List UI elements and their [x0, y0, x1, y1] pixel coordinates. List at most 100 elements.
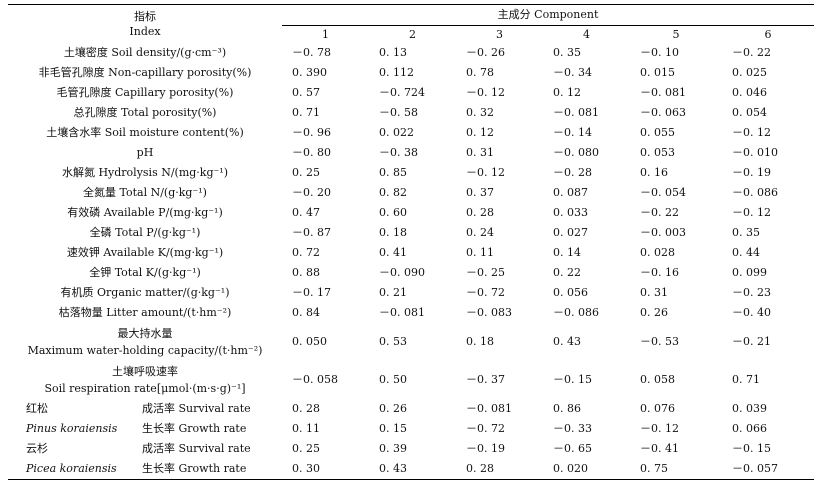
loading-value: －0. 081: [553, 106, 599, 119]
loading-value: 0. 21: [379, 286, 407, 299]
loading-value: －0. 26: [466, 46, 505, 59]
table-row: 有机质 Organic matter/(g·kg⁻¹) －0. 17 0. 21 －0…: [8, 283, 814, 303]
loading-value: －0. 21: [732, 335, 771, 348]
loading-value: 0. 41: [379, 246, 407, 259]
loading-value: －0. 010: [732, 146, 778, 159]
metric-label: 成活率 Survival rate: [142, 442, 251, 455]
loading-value: －0. 090: [379, 266, 425, 279]
loading-value: －0. 22: [732, 46, 771, 59]
loading-value: 0. 28: [292, 402, 320, 415]
table-row: 全钾 Total K/(g·kg⁻¹) 0. 88 －0. 090 －0. 25 0. …: [8, 263, 814, 283]
header-row-numbers: 1 2 3 4 5 6: [8, 26, 814, 44]
loading-value: 0. 11: [466, 246, 494, 259]
species-name-latin: Picea koraiensis: [26, 462, 117, 475]
loading-value: －0. 058: [292, 373, 338, 386]
loading-value: 0. 50: [379, 373, 407, 386]
loading-value: 0. 72: [292, 246, 320, 259]
loading-value: 0. 31: [640, 286, 668, 299]
loading-value: 0. 26: [640, 306, 668, 319]
indicator-label: pH: [136, 146, 154, 159]
header-row-component: 指标 Index 主成分 Component: [8, 4, 815, 43]
loading-value: －0. 80: [292, 146, 331, 159]
loading-value: －0. 33: [553, 422, 592, 435]
table-row: 毛管孔隙度 Capillary porosity(%) 0. 57 －0. 724 －…: [8, 83, 814, 103]
loading-value: 0. 75: [630, 459, 722, 480]
loading-value: －0. 53: [640, 335, 679, 348]
loading-value: －0. 12: [732, 126, 771, 139]
loading-value: －0. 78: [292, 46, 331, 59]
loading-value: 0. 022: [379, 126, 414, 139]
loading-value: －0. 19: [466, 442, 505, 455]
table-row: 最大持水量 Maximum water-holding capacity/(t·h…: [8, 323, 814, 361]
table-row: 全氮量 Total N/(g·kg⁻¹) －0. 20 0. 82 0. 37 0. 0…: [8, 183, 814, 203]
table-row: 枯落物量 Litter amount/(t·hm⁻²) 0. 84 －0. 081 －…: [8, 303, 814, 323]
loading-value: 0. 050: [292, 335, 327, 348]
loading-value: 0. 055: [640, 126, 675, 139]
loading-value: 0. 033: [553, 206, 588, 219]
loading-value: 0. 32: [466, 106, 494, 119]
loading-value: －0. 72: [466, 422, 505, 435]
loading-value: 0. 85: [379, 166, 407, 179]
loading-value: －0. 38: [379, 146, 418, 159]
table-body: 土壤密度 Soil density/(g·cm⁻³) －0. 78 0. 13 －0.…: [8, 43, 815, 480]
loading-value: 0. 25: [292, 166, 320, 179]
loading-value: 0. 78: [466, 66, 494, 79]
table-row: 水解氮 Hydrolysis N/(mg·kg⁻¹) 0. 25 0. 85 －0. …: [8, 163, 814, 183]
loading-value: 0. 076: [640, 402, 675, 415]
indicator-label: 枯落物量 Litter amount/(t·hm⁻²): [58, 306, 232, 319]
loading-value: 0. 028: [640, 246, 675, 259]
index-header-en: Index: [129, 25, 161, 38]
loading-value: －0. 14: [553, 126, 592, 139]
loading-value: －0. 23: [732, 286, 771, 299]
loading-value: 0. 31: [466, 146, 494, 159]
loading-value: －0. 724: [379, 86, 425, 99]
table-row: 云杉 成活率 Survival rate 0. 25 0. 39 －0. 19 －0. 6…: [8, 439, 814, 459]
loading-value: －0. 17: [292, 286, 331, 299]
table-row: 土壤呼吸速率 Soil respiration rate[μmol·(m·s·g)…: [8, 361, 814, 399]
loading-value: 0. 054: [732, 106, 767, 119]
loading-value: 0. 43: [369, 459, 456, 480]
loading-value: 0. 44: [732, 246, 760, 259]
table-row: 有效磷 Available P/(mg·kg⁻¹) 0. 47 0. 60 0. 28…: [8, 203, 814, 223]
loading-value: 0. 14: [553, 246, 581, 259]
loading-value: 0. 025: [732, 66, 767, 79]
species-name-cell: Pinus koraiensis: [8, 419, 126, 439]
component-loadings-table: 指标 Index 主成分 Component 1 2 3 4 5 6 土壤密度 …: [8, 4, 815, 480]
indicator-label: 总孔隙度 Total porosity(%): [73, 106, 217, 119]
loading-value: －0. 12: [466, 86, 505, 99]
loading-value: －0. 40: [732, 306, 771, 319]
table-row: Picea koraiensis 生长率 Growth rate 0. 30 0. 4…: [8, 459, 815, 480]
loading-value: 0. 056: [553, 286, 588, 299]
table-row: pH －0. 80 －0. 38 0. 31 －0. 080 0. 053 －0. 010: [8, 143, 814, 163]
loading-value: －0. 37: [466, 373, 505, 386]
indicator-label: 土壤含水率 Soil moisture content(%): [46, 126, 244, 139]
indicator-label: 全钾 Total K/(g·kg⁻¹): [89, 266, 201, 279]
loading-value: 0. 39: [379, 442, 407, 455]
loading-value: 0. 71: [292, 106, 320, 119]
loading-value: 0. 112: [379, 66, 414, 79]
indicator-label: 毛管孔隙度 Capillary porosity(%): [56, 86, 234, 99]
table-row: 土壤密度 Soil density/(g·cm⁻³) －0. 78 0. 13 －0.…: [8, 43, 814, 63]
loading-value: 0. 18: [379, 226, 407, 239]
loading-value: 0. 020: [543, 459, 630, 480]
loading-value: 0. 26: [379, 402, 407, 415]
loading-value: －0. 083: [466, 306, 512, 319]
loading-value: －0. 96: [292, 126, 331, 139]
loading-value: 0. 11: [292, 422, 320, 435]
loading-value: 0. 18: [466, 335, 494, 348]
loading-value: 0. 15: [379, 422, 407, 435]
loading-value: －0. 12: [732, 206, 771, 219]
loading-value: －0. 086: [732, 186, 778, 199]
loading-value: 0. 37: [466, 186, 494, 199]
indicator-label: 全磷 Total P/(g·kg⁻¹): [89, 226, 201, 239]
loading-value: －0. 15: [732, 442, 771, 455]
indicator-label-en: Maximum water-holding capacity/(t·hm⁻²): [27, 344, 263, 357]
loading-value: －0. 41: [640, 442, 679, 455]
loading-value: 0. 12: [466, 126, 494, 139]
species-name-cell: Picea koraiensis: [8, 459, 126, 480]
loading-value: 0. 046: [732, 86, 767, 99]
component-header: 主成分 Component: [282, 4, 815, 26]
indicator-label-cn: 土壤呼吸速率: [112, 365, 178, 378]
loading-value: －0. 87: [292, 226, 331, 239]
